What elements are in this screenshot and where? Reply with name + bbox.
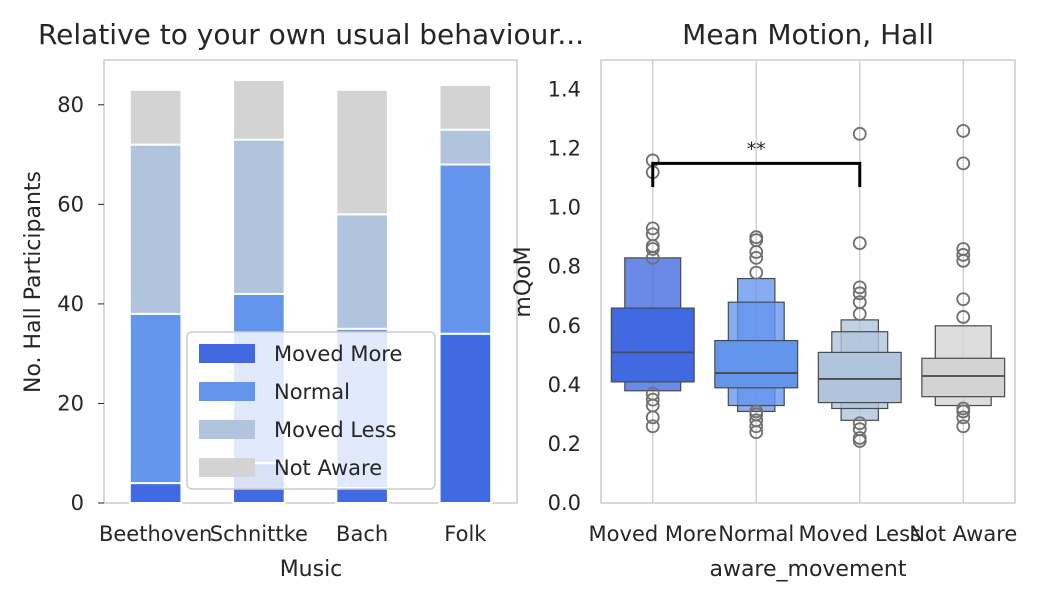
outlier-point <box>645 410 660 425</box>
bar-beethoven-moved-less <box>128 143 183 315</box>
significance-label: ** <box>747 138 766 160</box>
legend-label-moved-less: Moved Less <box>274 418 396 442</box>
x-tick-label-moved-less: Moved Less <box>799 522 921 546</box>
y-axis-label: No. Hall Participants <box>21 171 46 393</box>
x-tick-label-schnittke: Schnittke <box>210 522 308 546</box>
boxen-group <box>610 123 1006 448</box>
outlier-point <box>852 307 867 321</box>
y-tick-label: 1.4 <box>548 78 581 102</box>
boxen-moved-more <box>610 153 695 434</box>
stacked-bar-chart: Relative to your own usual behaviour... … <box>21 18 584 582</box>
y-tick-label: 0.4 <box>548 373 581 397</box>
y-tick-label: 0.2 <box>548 432 581 456</box>
bar-folk-moved-less <box>438 128 493 166</box>
boxen-level-1 <box>817 351 902 404</box>
outlier-point <box>749 265 764 280</box>
legend-label-not-aware: Not Aware <box>274 456 382 480</box>
x-tick-label-moved-more: Moved More <box>589 522 717 546</box>
boxen-moved-less <box>817 126 902 448</box>
outlier-point <box>956 404 971 419</box>
y-tick-label: 60 <box>57 192 84 216</box>
y-tick-label: 80 <box>57 93 84 117</box>
x-tick-label-normal: Normal <box>718 522 794 546</box>
outlier-point <box>645 250 660 265</box>
outlier-point <box>956 123 971 138</box>
legend-items: Moved More Normal Moved Less Not Aware <box>199 342 402 480</box>
x-axis-label: Music <box>280 557 343 582</box>
boxen-normal <box>714 230 799 440</box>
outlier-point <box>852 286 867 301</box>
legend-box <box>186 331 436 490</box>
outlier-point <box>749 425 764 440</box>
bar-folk-moved-more <box>438 332 493 504</box>
bar-beethoven-normal <box>128 312 183 485</box>
y-tick-label: 0.8 <box>548 255 581 279</box>
chart-title: Relative to your own usual behaviour... <box>38 18 584 51</box>
y-tick-label: 40 <box>57 292 84 316</box>
significance-bracket: ** <box>651 138 862 187</box>
outlier-point <box>956 156 971 171</box>
outlier-point <box>645 221 660 236</box>
legend-label-normal: Normal <box>274 380 350 404</box>
y-tick-labels: 0 20 40 60 80 <box>57 93 104 515</box>
x-tick-label-folk: Folk <box>444 522 487 546</box>
bar-beethoven-moved-more <box>128 482 183 504</box>
outlier-point <box>956 410 971 425</box>
outlier-point <box>749 419 764 434</box>
outlier-point <box>956 248 971 262</box>
x-tick-label-not-aware: Not Aware <box>909 522 1017 546</box>
outlier-point <box>645 419 660 434</box>
bar-bach-moved-less <box>335 213 389 330</box>
y-axis-label: mQoM <box>511 246 536 317</box>
outlier-point <box>749 250 764 265</box>
outlier-point <box>956 310 971 324</box>
bracket-line <box>651 161 862 187</box>
bar-bach-moved-more <box>335 487 389 504</box>
chart-title: Mean Motion, Hall <box>682 18 934 51</box>
outlier-point <box>852 434 867 448</box>
outlier-point <box>956 292 971 307</box>
outlier-point <box>852 126 867 141</box>
y-tick-label: 0.0 <box>548 491 581 515</box>
legend-swatch-moved-less <box>199 420 255 439</box>
y-tick-label: 1.0 <box>548 196 581 220</box>
outlier-point <box>852 416 867 431</box>
boxen-level-1 <box>610 307 695 383</box>
bar-beethoven-not-aware <box>128 88 183 146</box>
bar-schnittke-not-aware <box>232 78 286 141</box>
outlier-point <box>852 280 867 295</box>
outlier-point <box>956 253 971 268</box>
boxen-plot: Mean Motion, Hall ** 0.0 0.2 0.4 0.6 0.8 1.0 1… <box>511 18 1017 582</box>
legend-swatch-moved-more <box>199 344 255 363</box>
bar-bach-not-aware <box>335 88 389 216</box>
boxen-not-aware <box>921 123 1006 434</box>
legend-swatch-normal <box>199 382 255 401</box>
legend-swatch-not-aware <box>199 458 255 477</box>
x-tick-label-bach: Bach <box>336 522 388 546</box>
y-tick-label: 0 <box>71 491 84 515</box>
y-tick-label: 0.6 <box>548 314 581 338</box>
outlier-point <box>645 242 660 256</box>
bar-folk-not-aware <box>438 83 493 131</box>
outlier-point <box>852 236 867 251</box>
legend: Moved More Normal Moved Less Not Aware <box>186 331 436 490</box>
boxen-level-1 <box>714 339 799 389</box>
legend-label-moved-more: Moved More <box>274 342 402 366</box>
boxen-level-1 <box>921 357 1006 398</box>
outlier-point <box>956 419 971 434</box>
y-tick-label: 1.2 <box>548 137 581 161</box>
x-axis-label: aware_movement <box>709 557 906 582</box>
outlier-point <box>749 245 764 259</box>
x-tick-label-beethoven: Beethoven <box>99 522 212 546</box>
y-tick-label: 20 <box>57 391 84 415</box>
y-tick-labels: 0.0 0.2 0.4 0.6 0.8 1.0 1.2 1.4 <box>548 78 581 515</box>
bar-folk-normal <box>438 163 493 335</box>
bar-schnittke-moved-less <box>232 138 286 295</box>
outlier-point <box>645 392 660 407</box>
